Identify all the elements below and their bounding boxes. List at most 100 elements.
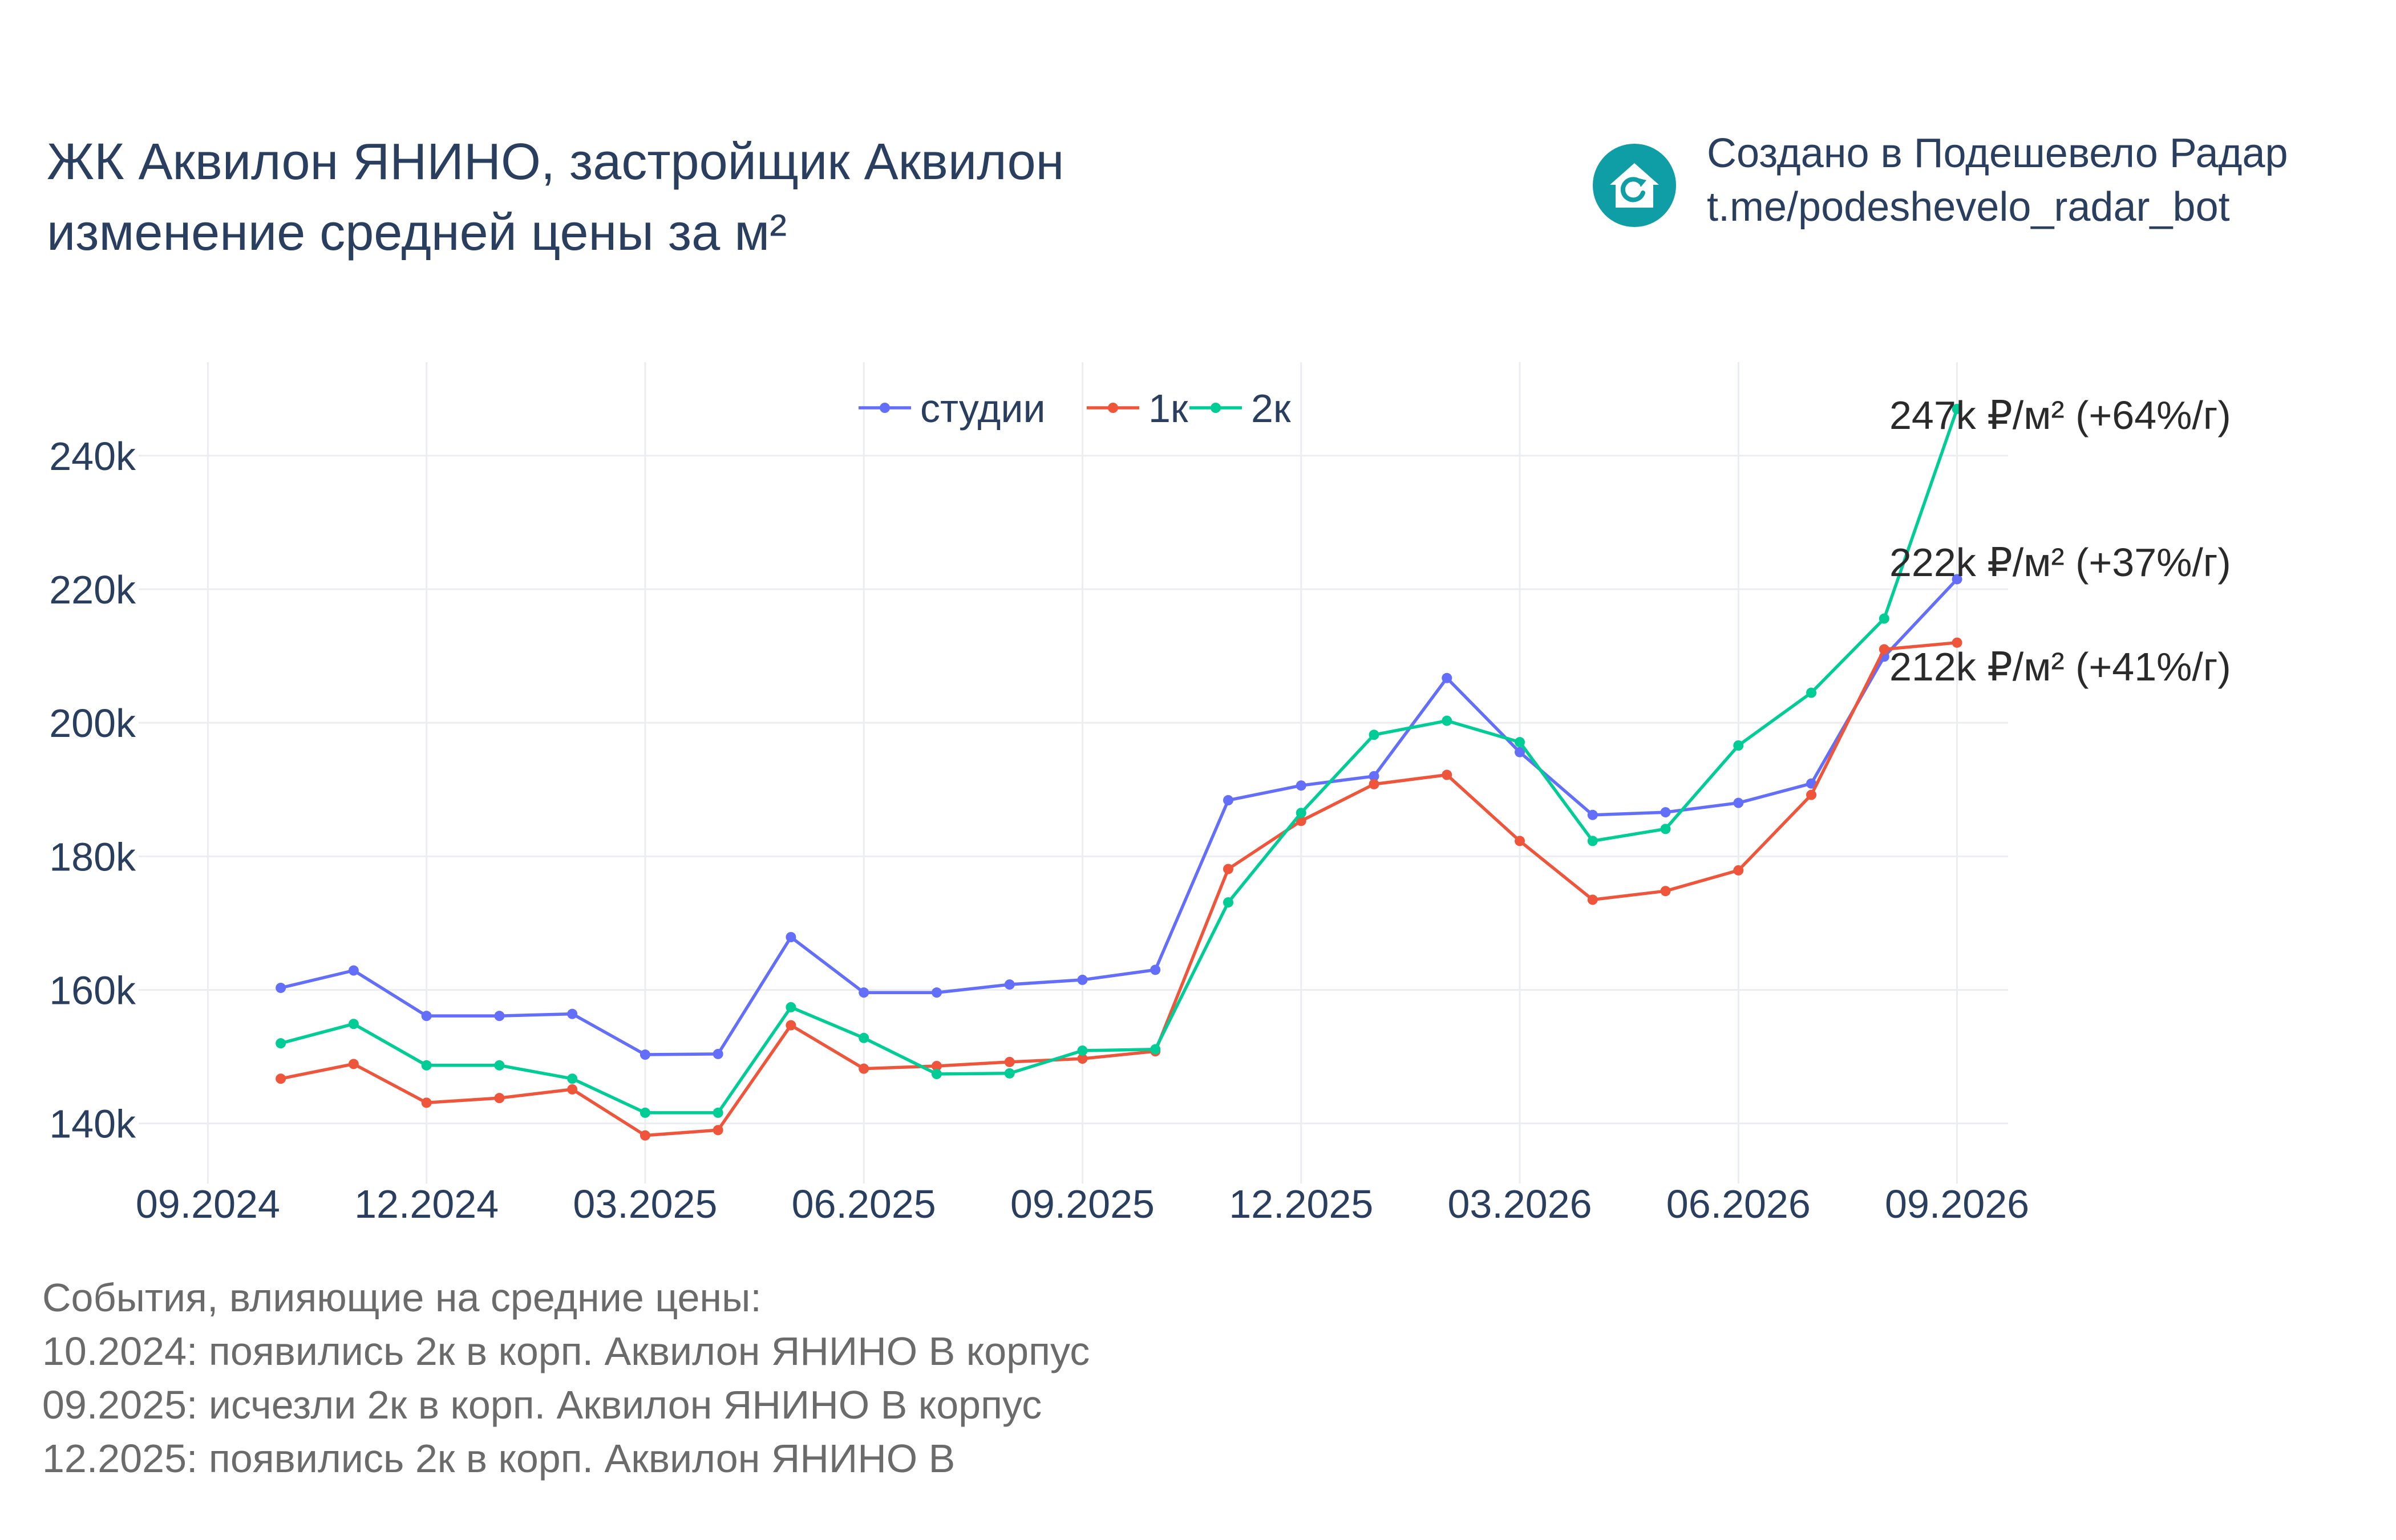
data-point [1806,789,1817,800]
data-point [1515,747,1525,757]
legend: студии 1к 2к [859,386,1291,431]
series-end-label: 212k ₽/м² (+41%/г) [1889,645,2231,689]
x-tick-label: 09.2024 [136,1182,280,1226]
legend-item[interactable]: 2к [1189,386,1291,431]
data-point [1660,886,1671,897]
data-point [1733,797,1744,808]
series-1 [276,574,1962,1060]
data-point [1223,864,1233,874]
y-tick-label: 160k [49,968,136,1012]
x-tick-label: 03.2026 [1447,1182,1592,1226]
data-point [567,1008,578,1019]
y-tick-label: 240k [49,434,136,479]
data-point [1442,672,1452,683]
series-2 [276,637,1962,1141]
data-point [1004,1068,1015,1079]
data-point [786,1002,796,1012]
data-point [713,1048,723,1059]
data-point [931,1060,942,1071]
data-point [1952,637,1962,648]
end-labels: 222k ₽/м² (+37%/г) 212k ₽/м² (+41%/г) 247k… [1889,393,2231,689]
chart-title-line-1: ЖК Аквилон ЯНИНО, застройщик Аквилон [47,133,1065,191]
legend-label: студии [920,386,1046,431]
data-point [1660,824,1671,834]
y-tick-label: 180k [49,834,136,879]
data-point [348,1019,359,1030]
data-point [1442,715,1452,726]
chart-title: ЖК Аквилон ЯНИНО, застройщик Аквилон изм… [47,127,1064,268]
data-point [276,982,286,993]
data-point [1733,740,1744,751]
events-heading: События, влияющие на средние цены: [42,1275,762,1320]
data-point [421,1097,432,1108]
data-point [1587,809,1598,820]
data-point [640,1107,650,1118]
logo-refresh-arrow [1637,178,1646,187]
data-point [276,1073,286,1084]
data-point [859,987,869,998]
data-point [1879,644,1889,655]
data-point [1223,795,1233,805]
brand-line-1: Создано в Подешевело Радар [1707,131,2288,176]
data-point [421,1060,432,1071]
data-point [1369,730,1379,740]
data-point [1952,574,1962,585]
y-tick-label: 200k [49,701,136,745]
data-point [494,1060,505,1071]
data-point [348,1059,359,1069]
legend-swatch-dot [880,403,890,413]
logo-house [1610,163,1659,208]
event-item-2: 09.2025: исчезли 2к в корп. Аквилон ЯНИН… [42,1383,1042,1427]
data-point [1077,974,1088,985]
data-point [1587,894,1598,905]
data-point [1296,808,1306,818]
data-point [276,1038,286,1049]
x-tick-label: 09.2025 [1010,1182,1155,1226]
brand-line-2[interactable]: t.me/podeshevelo_radar_bot [1707,184,2230,230]
data-point [1733,865,1744,876]
data-point [640,1130,650,1141]
legend-swatch-dot [1211,403,1221,413]
data-point [1660,807,1671,818]
legend-label: 1к [1148,386,1188,431]
series-end-label: 247k ₽/м² (+64%/г) [1889,393,2231,437]
data-point [567,1073,578,1084]
axes: 140k 160k 180k 200k 220k 240k 09.2024 12.2024 03… [49,434,2029,1226]
data-point [640,1049,650,1060]
data-point [1077,1045,1088,1056]
series [276,403,1962,1141]
data-point [931,987,942,998]
data-point [1515,836,1525,846]
y-tick-label: 220k [49,568,136,612]
data-point [567,1084,578,1095]
data-point [1952,403,1962,414]
data-point [348,965,359,976]
x-tick-label: 09.2026 [1885,1182,2029,1226]
data-point [1223,897,1233,908]
x-tick-label: 06.2025 [792,1182,936,1226]
series-end-label: 222k ₽/м² (+37%/г) [1889,540,2231,585]
legend-label: 2к [1251,386,1291,431]
series-line [280,641,1957,1137]
y-tick-label: 140k [49,1102,136,1146]
data-point [1296,780,1306,791]
data-point [931,1069,942,1079]
data-point [1806,778,1817,789]
legend-item[interactable]: 1к [1087,386,1188,431]
data-point [786,1020,796,1031]
data-point [859,1032,869,1043]
data-point [713,1125,723,1136]
data-point [1587,836,1598,846]
data-point [1369,779,1379,789]
legend-item[interactable]: студии [859,386,1046,431]
data-point [786,932,796,942]
house-refresh-icon [1593,144,1676,227]
data-point [1077,1053,1088,1064]
data-point [1150,964,1161,975]
event-item-1: 10.2024: появились 2к в корп. Аквилон ЯН… [42,1329,1090,1373]
brand-credit: Создано в Подешевело Радар t.me/podeshev… [1707,127,2288,234]
event-item-3: 12.2025: появились 2к в корп. Аквилон ЯН… [42,1436,956,1481]
data-point [713,1107,723,1118]
data-point [494,1093,505,1104]
